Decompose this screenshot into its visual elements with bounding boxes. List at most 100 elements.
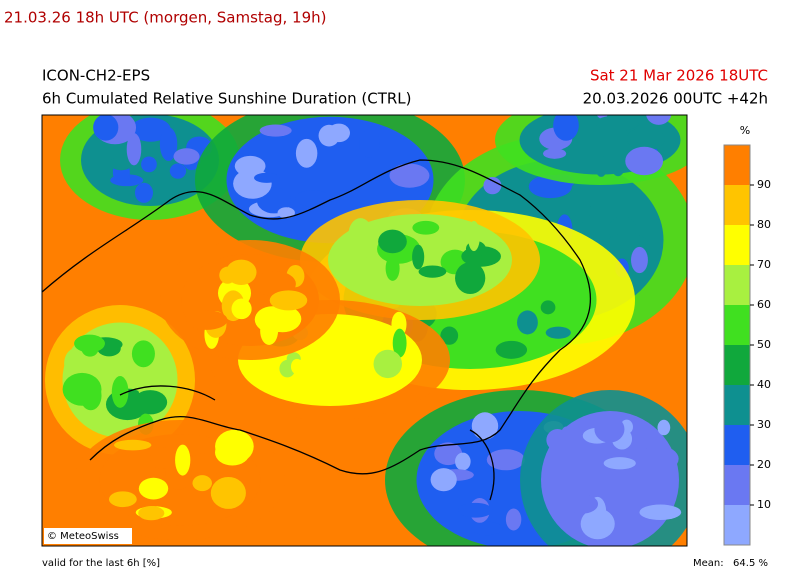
field-patch	[175, 444, 191, 476]
field-patch	[219, 266, 236, 284]
field-patch	[192, 475, 212, 492]
mean-label: Mean:	[693, 558, 724, 569]
field-patch	[389, 163, 430, 188]
field-patch	[646, 115, 672, 125]
field-patch	[594, 155, 608, 177]
mean-value: 64.5 %	[733, 558, 768, 569]
field-patch	[341, 338, 382, 367]
field-patch	[318, 124, 340, 147]
field-patch	[114, 439, 152, 451]
field-patch	[385, 255, 400, 281]
field-patch	[277, 207, 295, 219]
field-patch	[62, 372, 102, 406]
field-patch	[138, 506, 165, 521]
field-patch	[517, 310, 538, 335]
field-patch	[440, 326, 459, 345]
tick-label: 50	[757, 338, 771, 351]
field-patch	[346, 382, 362, 398]
model-title: ICON-CH2-EPS	[42, 67, 150, 85]
field-patch	[434, 442, 463, 466]
tick-label: 80	[757, 218, 771, 231]
colorbar-band	[724, 305, 750, 345]
field-patch	[430, 468, 457, 492]
field-patch	[412, 220, 440, 235]
colorbar-band	[724, 185, 750, 225]
field-patch	[126, 133, 142, 166]
field-patch	[565, 494, 599, 514]
field-patch	[108, 491, 137, 508]
field-patch	[545, 326, 571, 339]
field-patch	[259, 124, 292, 137]
field-patch	[74, 334, 105, 353]
tick-label: 90	[757, 178, 771, 191]
field-patch	[483, 176, 502, 195]
field-patch	[64, 348, 87, 379]
field-patch	[309, 356, 343, 369]
field-patch	[540, 300, 556, 315]
field-patch	[141, 483, 158, 494]
valid-time: Sat 21 Mar 2026 18UTC	[590, 67, 768, 85]
field-patch	[109, 156, 133, 171]
legend-unit: %	[740, 124, 750, 137]
field-patch	[93, 115, 119, 141]
borders	[41, 159, 592, 501]
field-patch	[231, 298, 252, 320]
field-patch	[294, 190, 331, 207]
colorbar: 10 20 30 40 50 60 70 80 90	[723, 144, 771, 546]
field-patch	[630, 246, 648, 274]
product-title: 6h Cumulated Relative Sunshine Duration …	[42, 90, 412, 108]
field-patch	[467, 220, 480, 252]
field-patch	[359, 129, 380, 158]
field-patch	[185, 310, 228, 330]
colorbar-band	[724, 145, 750, 185]
field-patch	[638, 445, 679, 472]
field-patch	[141, 156, 157, 173]
field-patch	[269, 290, 308, 311]
field-patch	[651, 485, 672, 502]
tick-label: 30	[757, 418, 771, 431]
tick-label: 20	[757, 458, 771, 471]
field-patch	[295, 138, 318, 168]
field-patch	[546, 428, 569, 452]
field-patch	[215, 439, 250, 466]
field-patch	[603, 457, 636, 470]
field-patch	[610, 151, 626, 177]
colorbar-band	[724, 425, 750, 465]
run-time: 20.03.2026 00UTC +42h	[583, 90, 768, 108]
field-patch	[173, 148, 200, 165]
field-patch	[169, 163, 187, 179]
field-patch	[639, 504, 682, 521]
colorbar-band	[724, 505, 750, 545]
field-patch	[418, 265, 447, 278]
tick-label: 70	[757, 258, 771, 271]
field-patch	[570, 204, 595, 217]
field-patch	[471, 412, 499, 440]
field-patch	[159, 127, 178, 162]
map	[42, 115, 687, 546]
field-patch	[657, 419, 671, 436]
credit-box: © MeteoSwiss	[44, 528, 132, 544]
tick-label: 60	[757, 298, 771, 311]
field-patch	[134, 182, 154, 203]
field-patch	[347, 232, 374, 260]
tick-label: 40	[757, 378, 771, 391]
field-patch	[111, 376, 129, 408]
field-patch	[595, 115, 639, 131]
field-patch	[455, 452, 471, 471]
field-patch	[254, 271, 296, 297]
credit: © MeteoSwiss	[47, 531, 119, 542]
tick-label: 10	[757, 498, 771, 511]
field-patch	[543, 148, 567, 159]
field-patch	[553, 115, 579, 141]
map-frame	[41, 114, 688, 547]
field-patch	[625, 146, 664, 176]
field-patch	[455, 262, 486, 295]
colorbar-band	[724, 265, 750, 305]
field-patch	[471, 521, 503, 536]
field-patch	[486, 449, 525, 471]
field-patch	[130, 117, 171, 142]
field-patch	[131, 340, 155, 368]
footer-note: valid for the last 6h [%]	[42, 558, 160, 569]
header: 21.03.26 18h UTC (morgen, Samstag, 19h)	[4, 9, 327, 27]
